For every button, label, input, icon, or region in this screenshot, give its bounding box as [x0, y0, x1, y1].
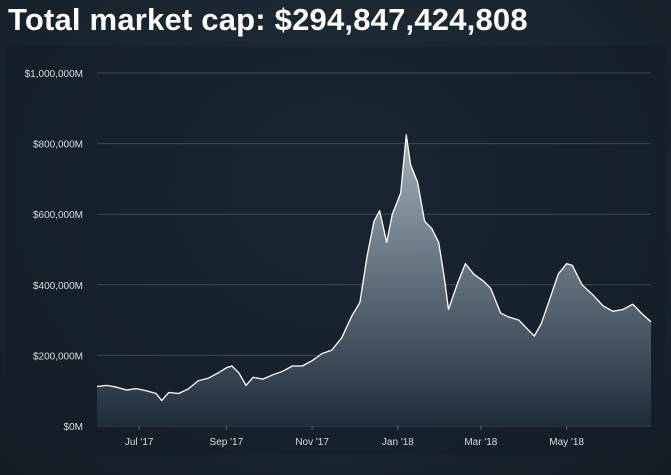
x-tick-label: May '18: [549, 437, 584, 448]
y-tick-label: $200,000M: [33, 351, 83, 362]
y-tick-label: $400,000M: [33, 281, 83, 292]
y-tick-label: $800,000M: [33, 140, 83, 151]
area-layer: [96, 134, 652, 427]
y-tick-label: $0M: [64, 422, 83, 433]
market-cap-area: [97, 134, 651, 427]
x-axis: Jul '17 Sep '17 Nov '17 Jan '18 Mar '18 May '…: [125, 426, 584, 448]
y-axis: $0M $200,000M $400,000M $600,000M $800,000M $…: [25, 69, 83, 433]
y-tick-label: $600,000M: [33, 210, 83, 221]
y-tick-label: $1,000,000M: [25, 69, 83, 80]
x-tick-label: Mar '18: [464, 437, 497, 448]
total-market-cap-value: $294,847,424,808: [274, 2, 528, 37]
x-tick-label: Nov '17: [295, 437, 329, 448]
market-cap-line: [96, 134, 652, 402]
x-tick-label: Sep '17: [210, 437, 244, 448]
x-tick-label: Jan '18: [382, 437, 414, 448]
x-tick-label: Jul '17: [125, 437, 154, 448]
title-label: Total market cap:: [8, 2, 266, 37]
page-title: Total market cap: $294,847,424,808: [8, 0, 528, 40]
